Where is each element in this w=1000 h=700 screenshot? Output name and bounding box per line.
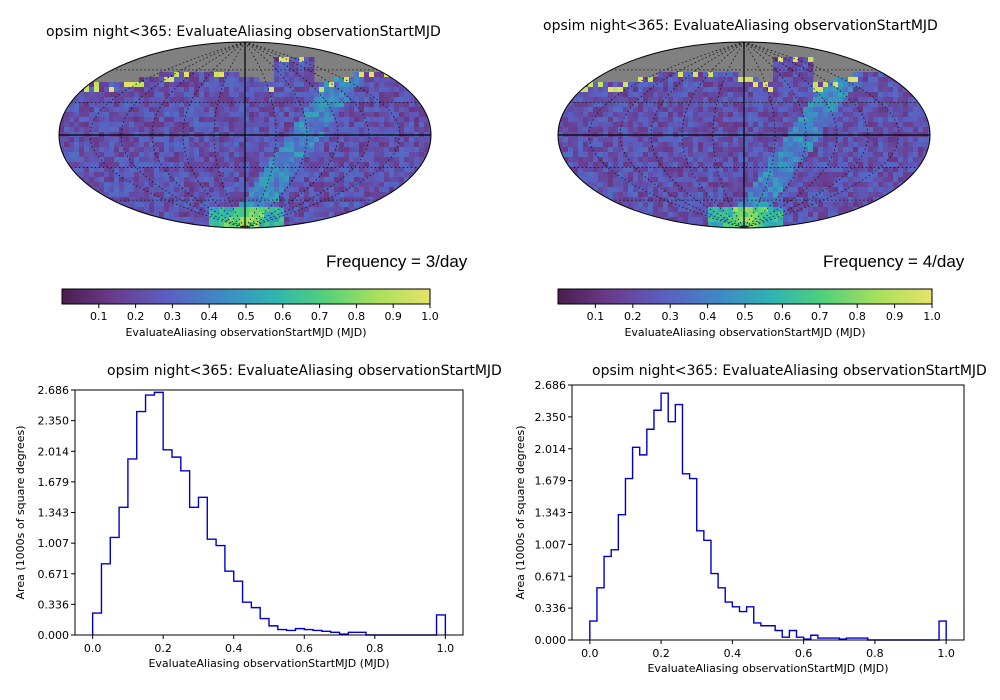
x-tick-label: 0.0 [84, 642, 102, 655]
right-frequency-label: Frequency = 4/day [823, 252, 965, 271]
y-tick-label: 1.343 [38, 507, 70, 520]
colorbar-tick-label: 0.5 [237, 310, 255, 323]
y-tick-label: 1.679 [535, 475, 567, 488]
colorbar-tick-label: 1.0 [923, 310, 941, 323]
plot-frame [571, 384, 965, 641]
histogram-step-line [91, 391, 447, 636]
colorbar-label: EvaluateAliasing observationStartMJD (MJ… [624, 326, 865, 339]
y-tick-label: 0.336 [38, 598, 70, 611]
colorbar-tick-label: 0.9 [886, 310, 904, 323]
histogram-step-line [589, 392, 947, 641]
y-axis-label: Area (1000s of square degrees) [14, 426, 27, 600]
left-histogram: 0.000 0.336 0.671 1.007 1.343 1.679 2.014 2.350… [14, 384, 464, 670]
x-tick-label: 1.0 [437, 642, 455, 655]
colorbar-gradient [61, 288, 431, 305]
right-histogram: 0.000 0.336 0.671 1.007 1.343 1.679 2.014 2.350… [514, 380, 965, 675]
x-tick-label: 0.2 [154, 642, 172, 655]
colorbar-tick-label: 0.3 [661, 310, 679, 323]
right-skymap [557, 41, 931, 229]
colorbar-tick-label: 0.1 [90, 310, 108, 323]
right-hist-title: opsim night<365: EvaluateAliasing observ… [592, 363, 987, 379]
left-frequency-label: Frequency = 3/day [326, 252, 468, 271]
colorbar-tick-label: 0.2 [127, 310, 145, 323]
y-tick-label: 2.014 [535, 443, 567, 456]
colorbar-tick-label: 0.7 [311, 310, 329, 323]
plot-frame [74, 389, 464, 636]
left-colorbar: 0.1 0.2 0.3 0.4 0.5 0.6 0.7 0.8 0.9 1.0 EvaluateAl… [61, 288, 439, 339]
left-hist-title: opsim night<365: EvaluateAliasing observ… [107, 363, 502, 379]
x-axis-label: EvaluateAliasing observationStartMJD (MJ… [148, 657, 389, 670]
left-histogram-panel: opsim night<365: EvaluateAliasing observ… [0, 355, 502, 700]
left-skymap [58, 41, 432, 229]
y-tick-label: 0.336 [535, 602, 567, 615]
y-tick-label: 0.671 [535, 570, 567, 583]
colorbar-gradient [557, 288, 933, 305]
x-tick-label: 0.6 [795, 647, 813, 660]
colorbar-tick-label: 0.8 [848, 310, 866, 323]
y-tick-label: 2.350 [535, 411, 567, 424]
x-tick-label: 0.4 [724, 647, 742, 660]
colorbar-tick-label: 0.4 [200, 310, 218, 323]
left-skymap-panel: opsim night<365: EvaluateAliasing observ… [0, 0, 490, 345]
colorbar-tick-label: 0.6 [774, 310, 792, 323]
x-tick-label: 0.0 [581, 647, 599, 660]
x-tick-label: 0.4 [225, 642, 243, 655]
x-tick-label: 0.2 [652, 647, 670, 660]
right-histogram-panel: opsim night<365: EvaluateAliasing observ… [500, 355, 1000, 700]
y-tick-label: 1.679 [38, 476, 70, 489]
x-tick-label: 1.0 [937, 647, 955, 660]
colorbar-tick-label: 0.7 [811, 310, 829, 323]
colorbar-tick-label: 0.9 [384, 310, 402, 323]
colorbar-tick-label: 0.8 [348, 310, 366, 323]
y-tick-label: 2.686 [38, 384, 70, 397]
right-colorbar: 0.1 0.2 0.3 0.4 0.5 0.6 0.7 0.8 0.9 1.0 EvaluateAl… [557, 288, 941, 339]
y-tick-label: 1.007 [38, 537, 70, 550]
colorbar-label: EvaluateAliasing observationStartMJD (MJ… [125, 326, 366, 339]
x-axis-label: EvaluateAliasing observationStartMJD (MJ… [647, 662, 888, 675]
colorbar-tick-label: 0.5 [736, 310, 754, 323]
colorbar-tick-label: 0.2 [624, 310, 642, 323]
right-map-graticule [558, 41, 930, 229]
colorbar-tick-label: 1.0 [421, 310, 439, 323]
colorbar-tick-label: 0.1 [587, 310, 605, 323]
y-tick-label: 2.686 [535, 380, 567, 392]
colorbar-tick-label: 0.4 [699, 310, 717, 323]
y-tick-label: 0.000 [38, 629, 70, 642]
x-tick-label: 0.6 [296, 642, 314, 655]
colorbar-tick-label: 0.3 [164, 310, 182, 323]
colorbar-tick-label: 0.6 [274, 310, 292, 323]
y-tick-label: 2.014 [38, 445, 70, 458]
y-tick-label: 0.000 [535, 634, 567, 647]
x-tick-label: 0.8 [366, 642, 384, 655]
right-skymap-panel: opsim night<365: EvaluateAliasing observ… [500, 0, 1000, 345]
left-map-graticule [59, 41, 431, 229]
left-map-title: opsim night<365: EvaluateAliasing observ… [46, 24, 441, 40]
y-tick-label: 1.007 [535, 538, 567, 551]
y-tick-label: 2.350 [38, 415, 70, 428]
y-axis-label: Area (1000s of square degrees) [514, 426, 527, 600]
right-map-title: opsim night<365: EvaluateAliasing observ… [543, 18, 938, 34]
y-tick-label: 0.671 [38, 568, 70, 581]
x-tick-label: 0.8 [866, 647, 884, 660]
y-tick-label: 1.343 [535, 507, 567, 520]
